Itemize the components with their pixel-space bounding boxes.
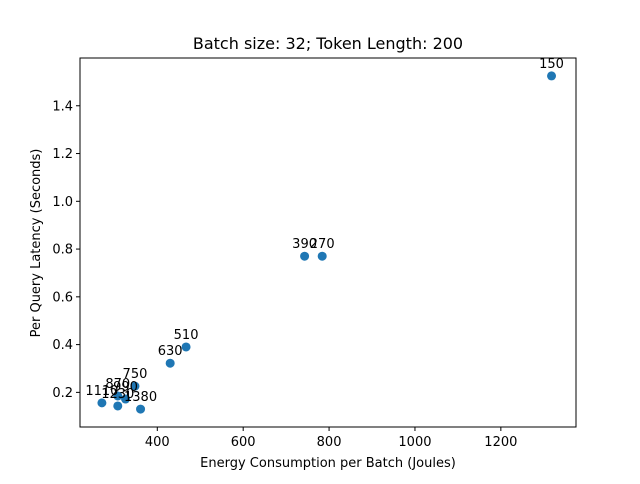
data-point-label: 1110 xyxy=(85,384,118,399)
plot-area: 400 600 800 1000 1200 0.2 0.4 0.6 0.8 1.0 1.2 1.4 15… xyxy=(52,57,577,450)
data-point xyxy=(113,391,123,401)
y-tick-label: 1.2 xyxy=(52,147,73,162)
data-point xyxy=(165,358,175,368)
x-tick-label: 1200 xyxy=(484,435,517,450)
data-point xyxy=(113,401,123,411)
plot-frame xyxy=(79,57,577,428)
data-point-label: 1380 xyxy=(124,390,157,405)
x-tick-label: 600 xyxy=(231,435,256,450)
data-point-label: 990 xyxy=(113,380,138,395)
y-tick-label: 0.6 xyxy=(52,290,73,305)
data-point xyxy=(181,342,191,352)
y-tick-label: 1.4 xyxy=(52,99,73,114)
y-tick-label: 1.0 xyxy=(52,195,73,210)
data-point xyxy=(130,381,140,391)
y-tick-label: 0.8 xyxy=(52,243,73,258)
data-point-label: 750 xyxy=(123,367,148,382)
data-point xyxy=(121,394,131,404)
data-point-label: 510 xyxy=(174,328,199,343)
data-point-label: 1230 xyxy=(101,387,134,402)
data-point xyxy=(97,398,107,408)
x-tick-label: 800 xyxy=(317,435,342,450)
data-point xyxy=(300,251,310,261)
data-point-label: 150 xyxy=(539,57,564,72)
data-point xyxy=(317,251,327,261)
y-tick-label: 0.4 xyxy=(52,338,73,353)
data-point-label: 270 xyxy=(310,237,335,252)
data-point xyxy=(547,71,557,81)
y-axis-label: Per Query Latency (Seconds) xyxy=(29,149,44,338)
chart-title: Batch size: 32; Token Length: 200 xyxy=(193,34,463,53)
x-axis-label: Energy Consumption per Batch (Joules) xyxy=(200,456,456,471)
x-tick-label: 1000 xyxy=(398,435,431,450)
x-tick-label: 400 xyxy=(145,435,170,450)
data-point-label: 630 xyxy=(158,344,183,359)
y-tick-label: 0.2 xyxy=(52,386,73,401)
data-point-label: 390 xyxy=(292,237,317,252)
data-point xyxy=(136,404,146,414)
data-point-label: 870 xyxy=(105,377,130,392)
